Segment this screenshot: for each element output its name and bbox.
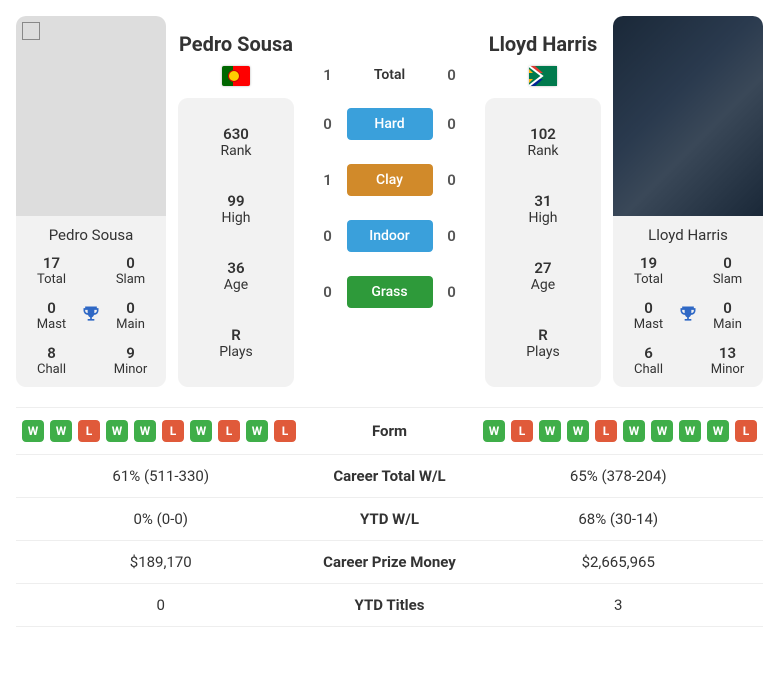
form-chip: W bbox=[707, 420, 729, 442]
form-chip: W bbox=[567, 420, 589, 442]
form-chip: W bbox=[246, 420, 268, 442]
p2-form: WLWWLWWWWL bbox=[480, 420, 758, 442]
p1-side: Pedro Sousa 17Total 0Slam 0Mast 0Main 8C… bbox=[16, 16, 294, 387]
row-label: Career Prize Money bbox=[300, 553, 480, 571]
row-label: Career Total W/L bbox=[300, 467, 480, 485]
p2-value: 68% (30-14) bbox=[480, 510, 758, 528]
comparison-row: 0 YTD Titles 3 bbox=[16, 584, 763, 627]
head-to-head-top: Pedro Sousa 17Total 0Slam 0Mast 0Main 8C… bbox=[16, 16, 763, 387]
form-chip: W bbox=[651, 420, 673, 442]
surface-pill[interactable]: Grass bbox=[347, 276, 433, 308]
p1-value: 0% (0-0) bbox=[22, 510, 300, 528]
surface-pill[interactable]: Hard bbox=[347, 108, 433, 140]
form-chip: W bbox=[50, 420, 72, 442]
surface-row: 1 Clay 0 bbox=[320, 164, 460, 196]
surface-row: 0 Indoor 0 bbox=[320, 220, 460, 252]
form-chip: W bbox=[483, 420, 505, 442]
trophy-icon bbox=[81, 304, 101, 328]
trophy-icon bbox=[678, 304, 698, 328]
surface-row: 0 Hard 0 bbox=[320, 108, 460, 140]
p2-heading[interactable]: Lloyd Harris bbox=[485, 32, 601, 56]
h2h-surfaces: 0 Hard 0 1 Clay 0 0 Indoor 0 0 Grass 0 bbox=[320, 108, 460, 308]
surface-pill[interactable]: Clay bbox=[347, 164, 433, 196]
form-chip: W bbox=[539, 420, 561, 442]
p2-flag bbox=[485, 66, 601, 86]
surface-pill[interactable]: Indoor bbox=[347, 220, 433, 252]
form-chip: L bbox=[511, 420, 533, 442]
comparison-row: $189,170 Career Prize Money $2,665,965 bbox=[16, 541, 763, 584]
p2-titles: 19Total 0Slam 0Mast 0Main 6Chall 13Minor bbox=[613, 250, 763, 387]
comparison-rows: WWLWWLWLWL Form WLWWLWWWWL 61% (511-330)… bbox=[16, 407, 763, 627]
p2-card: Lloyd Harris 19Total 0Slam 0Mast 0Main 6… bbox=[613, 16, 763, 387]
form-chip: W bbox=[22, 420, 44, 442]
p2-stat-col: Lloyd Harris 102Rank 31High 27Age RPlays bbox=[485, 16, 601, 387]
comparison-row: 0% (0-0) YTD W/L 68% (30-14) bbox=[16, 498, 763, 541]
p1-name[interactable]: Pedro Sousa bbox=[49, 226, 134, 244]
form-chip: L bbox=[218, 420, 240, 442]
p2-value: 3 bbox=[480, 596, 758, 614]
form-chip: W bbox=[679, 420, 701, 442]
form-chip: L bbox=[735, 420, 757, 442]
row-form: WWLWWLWLWL Form WLWWLWWWWL bbox=[16, 407, 763, 455]
row-label: YTD Titles bbox=[300, 596, 480, 614]
p2-name[interactable]: Lloyd Harris bbox=[648, 226, 728, 244]
p1-form: WWLWWLWLWL bbox=[22, 420, 300, 442]
p2-value: $2,665,965 bbox=[480, 553, 758, 571]
p1-stats: 630Rank 99High 36Age RPlays bbox=[178, 98, 294, 387]
p1-titles: 17Total 0Slam 0Mast 0Main 8Chall 9Minor bbox=[16, 250, 166, 387]
surface-row: 0 Grass 0 bbox=[320, 276, 460, 308]
p1-photo bbox=[16, 16, 166, 216]
form-chip: W bbox=[106, 420, 128, 442]
p2-stats: 102Rank 31High 27Age RPlays bbox=[485, 98, 601, 387]
row-label: Form bbox=[300, 422, 480, 440]
comparison-row: 61% (511-330) Career Total W/L 65% (378-… bbox=[16, 455, 763, 498]
form-chip: L bbox=[162, 420, 184, 442]
p2-photo bbox=[613, 16, 763, 216]
form-chip: L bbox=[78, 420, 100, 442]
p1-value: $189,170 bbox=[22, 553, 300, 571]
form-chip: L bbox=[274, 420, 296, 442]
h2h-total: 1 Total 0 bbox=[320, 66, 460, 84]
row-label: YTD W/L bbox=[300, 510, 480, 528]
form-chip: W bbox=[623, 420, 645, 442]
p1-card: Pedro Sousa 17Total 0Slam 0Mast 0Main 8C… bbox=[16, 16, 166, 387]
p2-value: 65% (378-204) bbox=[480, 467, 758, 485]
p1-heading[interactable]: Pedro Sousa bbox=[178, 32, 294, 56]
p2-side: Lloyd Harris 102Rank 31High 27Age RPlays… bbox=[485, 16, 763, 387]
form-chip: W bbox=[190, 420, 212, 442]
form-chip: W bbox=[134, 420, 156, 442]
p1-value: 0 bbox=[22, 596, 300, 614]
p1-stat-col: Pedro Sousa 630Rank 99High 36Age RPlays bbox=[178, 16, 294, 387]
broken-image-icon bbox=[22, 22, 40, 40]
p1-value: 61% (511-330) bbox=[22, 467, 300, 485]
form-chip: L bbox=[595, 420, 617, 442]
h2h-mid: 1 Total 0 0 Hard 0 1 Clay 0 0 Indoor 0 0… bbox=[320, 16, 460, 387]
p1-flag bbox=[178, 66, 294, 86]
